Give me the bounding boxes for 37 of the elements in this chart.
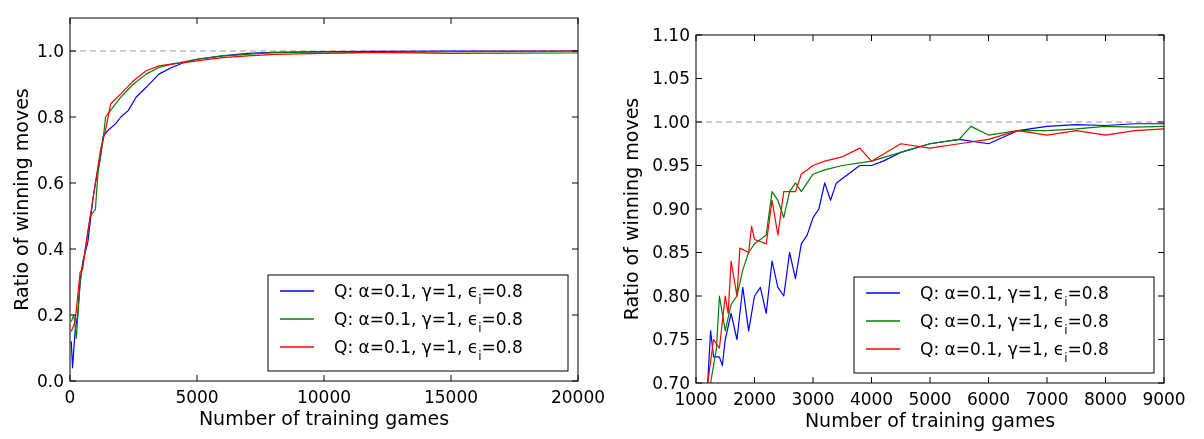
x-tick-label: 5000 [908, 389, 952, 409]
y-tick-label: 1.0 [36, 40, 64, 61]
y-tick-label: 0.95 [652, 155, 690, 176]
y-tick-label: 0.8 [36, 106, 64, 127]
x-tick-label: 8000 [1083, 389, 1128, 409]
x-axis-title: Number of training games [198, 407, 450, 429]
legend-label: Q: α=0.1, γ=1, ϵ$_{i}$=0.8 [334, 337, 523, 363]
x-tick-label: 0 [64, 387, 76, 407]
x-tick-label: 2000 [732, 389, 777, 409]
y-tick-label: 0.2 [36, 304, 64, 325]
x-tick-label: 7000 [1025, 389, 1069, 409]
x-tick-label: 20000 [550, 387, 606, 407]
x-tick-label: 10000 [296, 387, 352, 407]
x-axis-title: Number of training games [804, 409, 1056, 431]
x-tick-label: 6000 [966, 389, 1011, 409]
y-tick-label: 0.6 [36, 172, 64, 193]
y-tick-label: 1.00 [652, 111, 690, 132]
legend-label: Q: α=0.1, γ=1, ϵ$_{i}$=0.8 [920, 311, 1109, 337]
x-tick-label: 4000 [849, 389, 894, 409]
legend-label: Q: α=0.1, γ=1, ϵ$_{i}$=0.8 [920, 339, 1109, 365]
x-tick-label: 3000 [791, 389, 835, 409]
y-tick-label: 0.0 [36, 370, 64, 391]
y-tick-label: 1.05 [652, 68, 690, 89]
legend-label: Q: α=0.1, γ=1, ϵ$_{i}$=0.8 [334, 281, 523, 307]
y-axis-title: Ratio of winning moves [10, 88, 32, 311]
legend-label: Q: α=0.1, γ=1, ϵ$_{i}$=0.8 [920, 283, 1109, 309]
x-tick-label: 15000 [423, 387, 479, 407]
y-tick-label: 0.80 [652, 285, 690, 306]
y-tick-label: 1.10 [652, 24, 690, 45]
y-tick-label: 0.4 [36, 238, 64, 259]
y-axis-title: Ratio of winning moves [620, 97, 642, 321]
x-tick-label: 5000 [175, 387, 219, 407]
legend-label: Q: α=0.1, γ=1, ϵ$_{i}$=0.8 [334, 309, 523, 335]
y-tick-label: 0.85 [652, 242, 690, 263]
x-tick-label: 9000 [1142, 389, 1186, 409]
y-tick-label: 0.90 [652, 198, 690, 219]
y-tick-label: 0.75 [652, 329, 690, 350]
